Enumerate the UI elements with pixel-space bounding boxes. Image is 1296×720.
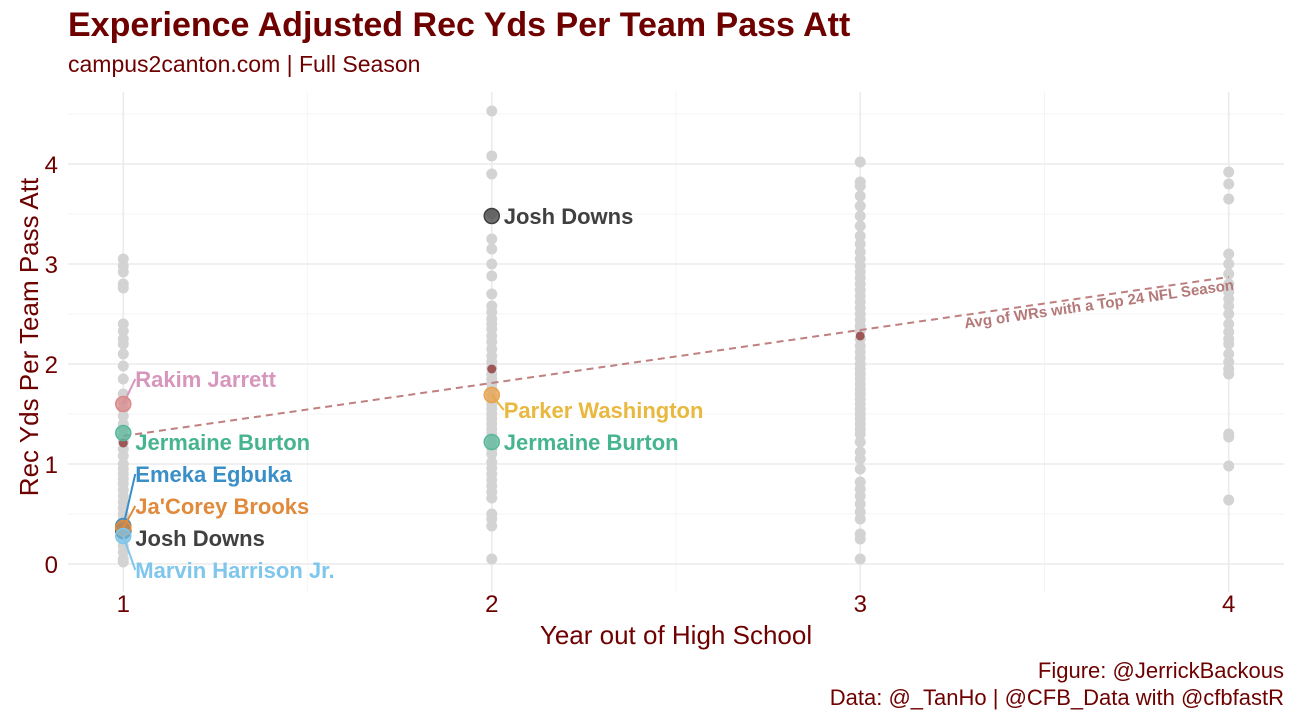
data-point <box>1223 318 1235 330</box>
data-point <box>486 105 498 117</box>
ticks: 1 2 3 4 0 1 2 3 4 <box>45 152 1236 618</box>
data-point <box>1223 431 1235 443</box>
data-point <box>854 238 866 250</box>
data-point <box>854 200 866 212</box>
data-point <box>486 448 498 460</box>
data-point <box>1223 193 1235 205</box>
data-point <box>117 282 129 294</box>
x-axis-label: Year out of High School <box>540 620 812 650</box>
player-label-jermaine-burton: Jermaine Burton <box>504 430 679 455</box>
data-point <box>1223 348 1235 360</box>
data-point <box>1223 178 1235 190</box>
data-point <box>117 410 129 422</box>
data-point <box>1223 258 1235 270</box>
data-point <box>854 156 866 168</box>
player-point-rakim-jarrett <box>115 395 132 413</box>
player-label-rakim-jarrett: Rakim Jarrett <box>135 367 276 392</box>
data-point <box>1223 368 1235 380</box>
x-tick-label: 4 <box>1222 591 1235 618</box>
chart-title: Experience Adjusted Rec Yds Per Team Pas… <box>68 6 850 44</box>
caption-data: Data: @_TanHo | @CFB_Data with @cfbfastR <box>830 685 1284 710</box>
data-point <box>117 266 129 278</box>
data-point <box>854 428 866 440</box>
x-tick-label: 2 <box>485 591 498 618</box>
data-point <box>854 180 866 192</box>
data-point <box>486 492 498 504</box>
data-point <box>486 233 498 245</box>
data-point <box>854 453 866 465</box>
data-point <box>486 288 498 300</box>
player-point-parker-washington <box>483 386 501 404</box>
average-point <box>855 331 865 341</box>
player-label-jermaine-burton: Jermaine Burton <box>135 430 310 455</box>
data-point <box>486 243 498 255</box>
x-tick-label: 3 <box>854 591 867 618</box>
average-trend-line <box>123 276 1229 437</box>
chart-subtitle: campus2canton.com | Full Season <box>68 51 420 77</box>
data-point <box>1223 300 1235 312</box>
data-point <box>117 360 129 372</box>
player-label-josh-downs: Josh Downs <box>504 204 634 229</box>
data-point <box>486 258 498 270</box>
player-label-ja-corey-brooks: Ja'Corey Brooks <box>135 494 309 519</box>
player-point-jermaine-burton <box>483 433 501 451</box>
average-point <box>487 364 497 374</box>
highlighted-players: Josh Downs Josh Downs Rakim Jarrett Parker … <box>115 204 704 583</box>
label-connector <box>122 473 137 527</box>
average-annotation: Avg of WRs with a Top 24 NFL Season <box>963 277 1235 333</box>
caption-figure: Figure: @JerrickBackous <box>1038 658 1284 683</box>
y-tick-label: 4 <box>45 152 58 179</box>
data-point <box>117 348 129 360</box>
data-point <box>486 270 498 282</box>
data-point <box>854 498 866 510</box>
player-label-marvin-harrison-jr: Marvin Harrison Jr. <box>135 558 334 583</box>
data-point <box>854 490 866 502</box>
data-point <box>854 230 866 242</box>
y-tick-label: 0 <box>45 552 58 579</box>
player-label-emeka-egbuka: Emeka Egbuka <box>135 462 292 487</box>
player-label-josh-downs: Josh Downs <box>135 526 265 551</box>
data-point <box>486 150 498 162</box>
data-point <box>854 436 866 448</box>
data-point <box>854 513 866 525</box>
data-point <box>854 210 866 222</box>
x-tick-label: 1 <box>117 591 130 618</box>
data-point <box>854 190 866 202</box>
data-point <box>854 220 866 232</box>
data-point <box>1223 278 1235 290</box>
data-point <box>486 553 498 565</box>
data-point <box>1223 494 1235 506</box>
data-point <box>1223 308 1235 320</box>
data-point <box>1223 248 1235 260</box>
data-point <box>1223 166 1235 178</box>
data-point <box>854 553 866 565</box>
data-point <box>117 325 129 337</box>
data-point <box>854 533 866 545</box>
player-label-parker-washington: Parker Washington <box>504 398 704 423</box>
data-point <box>1223 460 1235 472</box>
data-point <box>117 556 129 568</box>
player-point-jermaine-burton <box>115 424 132 442</box>
y-tick-label: 2 <box>45 352 58 379</box>
y-tick-label: 3 <box>45 252 58 279</box>
y-tick-label: 1 <box>45 452 58 479</box>
data-point <box>854 463 866 475</box>
data-point <box>486 168 498 180</box>
data-point <box>117 450 129 462</box>
data-point <box>117 338 129 350</box>
player-point-josh-downs <box>483 207 501 225</box>
data-point <box>1223 268 1235 280</box>
data-point <box>1223 338 1235 350</box>
data-point <box>486 520 498 532</box>
y-axis-label: Rec Yds Per Team Pass Att <box>14 177 44 496</box>
data-point <box>117 373 129 385</box>
player-point-marvin-harrison-jr <box>115 527 132 545</box>
